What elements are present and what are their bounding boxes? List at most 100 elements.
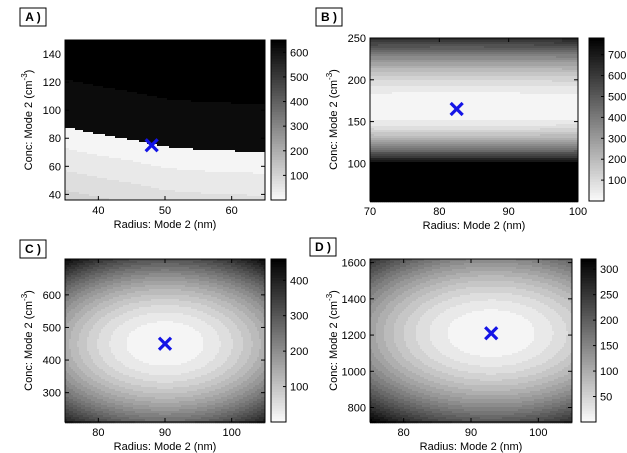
heatmap-cell [181,80,183,82]
heatmap-cell [257,42,259,44]
heatmap-cell [219,86,221,88]
heatmap-cell [229,78,231,80]
heatmap-cell [145,94,147,96]
heatmap-cell [205,82,207,84]
heatmap-cell [75,60,77,62]
heatmap-cell [183,70,185,72]
heatmap-cell [197,64,199,66]
heatmap-cell [121,58,123,60]
heatmap-cell [85,68,87,70]
heatmap-cell [237,82,239,84]
heatmap-cell [121,76,123,78]
heatmap-cell [221,76,223,78]
heatmap-cell [259,72,261,74]
heatmap-cell [83,52,85,54]
heatmap-cell [77,86,79,88]
heatmap-cell [121,102,123,104]
heatmap-cell [137,68,139,70]
heatmap-cell [155,84,157,86]
heatmap-cell [67,42,69,44]
heatmap-cell [195,44,197,46]
heatmap-cell [245,88,247,90]
heatmap-cell [77,52,79,54]
heatmap-cell [171,100,173,102]
heatmap-cell [235,54,237,56]
heatmap-cell [163,84,165,86]
heatmap-cell [243,62,245,64]
heatmap-cell [193,56,195,58]
heatmap-cell [233,66,235,68]
heatmap-cell [125,52,127,54]
heatmap-cell [165,44,167,46]
heatmap-cell [257,70,259,72]
heatmap-cell [193,52,195,54]
heatmap-cell [85,42,87,44]
heatmap-cell [249,74,251,76]
heatmap-cell [185,62,187,64]
heatmap-cell [169,92,171,94]
heatmap-cell [233,44,235,46]
heatmap-cell [135,96,137,98]
heatmap-cell [207,50,209,52]
heatmap-cell [153,96,155,98]
heatmap-cell [261,90,263,92]
heatmap-cell [173,56,175,58]
heatmap-cell [67,44,69,46]
heatmap-cell [147,72,149,74]
heatmap-cell [113,68,115,70]
heatmap-cell [77,44,79,46]
heatmap-cell [225,96,227,98]
heatmap-cell [111,60,113,62]
heatmap-cell [243,52,245,54]
heatmap-cell [227,52,229,54]
heatmap-cell [199,72,201,74]
heatmap-cell [207,88,209,90]
heatmap-cell [81,56,83,58]
heatmap-cell [141,52,143,54]
heatmap-cell [211,96,213,98]
heatmap-cell [215,84,217,86]
heatmap-cell [167,84,169,86]
heatmap-cell [191,58,193,60]
heatmap-cell [229,86,231,88]
heatmap-cell [79,44,81,46]
heatmap-cell [231,56,233,58]
heatmap-cell [173,64,175,66]
heatmap-cell [81,48,83,50]
heatmap-cell [99,86,101,88]
heatmap-cell [133,78,135,80]
heatmap-cell [79,68,81,70]
heatmap-cell [135,66,137,68]
heatmap-cell [127,70,129,72]
heatmap-cell [87,50,89,52]
heatmap-cell [113,66,115,68]
heatmap-cell [219,66,221,68]
heatmap-cell [255,80,257,82]
heatmap-cell [211,80,213,82]
heatmap-cell [99,50,101,52]
heatmap-cell [129,68,131,70]
heatmap-cell [133,66,135,68]
heatmap-cell [235,80,237,82]
heatmap-cell [99,70,101,72]
heatmap-cell [201,90,203,92]
heatmap-cell [183,86,185,88]
heatmap-cell [243,84,245,86]
heatmap-cell [259,42,261,44]
heatmap-cell [141,96,143,98]
heatmap-cell [101,42,103,44]
heatmap-cell [99,82,101,84]
heatmap-cell [147,98,149,100]
heatmap-cell [193,58,195,60]
heatmap-cell [149,62,151,64]
heatmap-cell [187,90,189,92]
heatmap-cell [249,100,251,102]
heatmap-cell [259,52,261,54]
heatmap-cell [111,48,113,50]
heatmap-cell [227,72,229,74]
heatmap-cell [243,90,245,92]
heatmap-cell [145,68,147,70]
heatmap-cell [223,56,225,58]
heatmap-cell [193,100,195,102]
heatmap-cell [225,66,227,68]
